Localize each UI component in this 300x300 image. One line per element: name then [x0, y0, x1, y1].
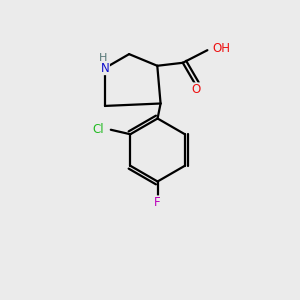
Text: O: O — [191, 83, 201, 96]
Text: H: H — [99, 53, 108, 64]
Text: N: N — [100, 61, 109, 75]
Text: F: F — [154, 196, 161, 209]
Text: OH: OH — [213, 42, 231, 55]
Text: Cl: Cl — [93, 123, 104, 136]
